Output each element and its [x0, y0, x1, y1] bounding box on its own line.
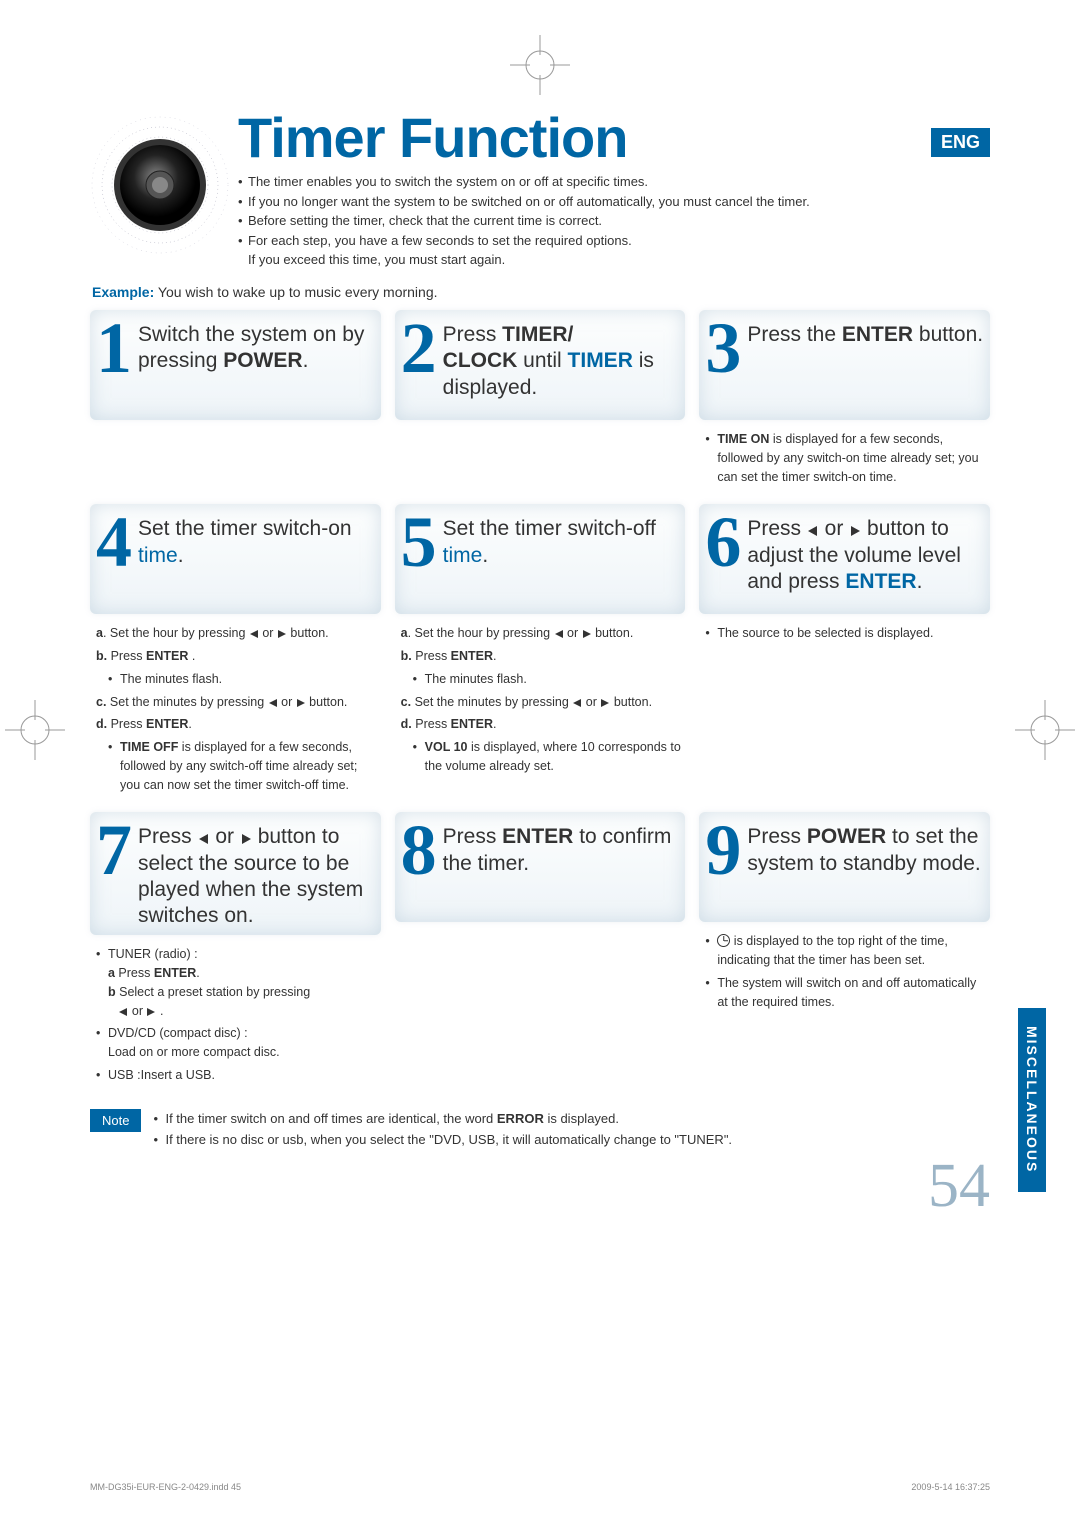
step-number: 7 [96, 820, 132, 881]
step-heading: Press ENTER to confirm the timer. [443, 820, 680, 877]
example-label: Example: [92, 284, 154, 300]
step-number: 6 [705, 512, 741, 573]
example-text: You wish to wake up to music every morni… [154, 284, 437, 300]
crop-mark-icon [510, 35, 570, 95]
step-1: 1Switch the system on by pressing POWER. [90, 310, 381, 494]
step-number: 9 [705, 820, 741, 881]
page-number: 54 [928, 1151, 990, 1222]
step-heading: Press the ENTER button. [747, 318, 983, 348]
step-heading: Press or button to select the source to … [138, 820, 375, 929]
step-detail: TUNER (radio) :a Press ENTER.b Select a … [90, 935, 381, 1092]
note-badge: Note [90, 1109, 141, 1132]
speaker-icon [90, 100, 230, 270]
page-title: Timer Function [238, 110, 990, 166]
step-detail: a. Set the hour by pressing or button.b.… [395, 614, 686, 783]
step-5: 5Set the timer switch-off time. a. Set th… [395, 504, 686, 802]
step-number: 2 [401, 318, 437, 379]
footer-timestamp: 2009-5-14 16:37:25 [911, 1482, 990, 1492]
example-line: Example: You wish to wake up to music ev… [92, 284, 990, 300]
step-number: 3 [705, 318, 741, 379]
language-badge: ENG [931, 128, 990, 157]
note-section: Note If the timer switch on and off time… [90, 1109, 990, 1152]
step-heading: Press POWER to set the system to standby… [747, 820, 984, 877]
step-number: 1 [96, 318, 132, 379]
step-heading: Switch the system on by pressing POWER. [138, 318, 375, 375]
step-heading: Set the timer switch-on time. [138, 512, 375, 569]
step-heading: Press or button to adjust the volume lev… [747, 512, 984, 595]
note-list: If the timer switch on and off times are… [153, 1109, 732, 1152]
step-6: 6Press or button to adjust the volume le… [699, 504, 990, 802]
crop-mark-icon [5, 700, 65, 760]
step-number: 4 [96, 512, 132, 573]
step-detail: a. Set the hour by pressing or button.b.… [90, 614, 381, 802]
step-8: 8Press ENTER to confirm the timer. [395, 812, 686, 1092]
step-detail: is displayed to the top right of the tim… [699, 922, 990, 1019]
step-9: 9Press POWER to set the system to standb… [699, 812, 990, 1092]
step-detail: The source to be selected is displayed. [699, 614, 990, 651]
step-2: 2Press TIMER/CLOCK until TIMER is displa… [395, 310, 686, 494]
steps-grid: 1Switch the system on by pressing POWER.… [90, 310, 990, 1093]
step-7: 7Press or button to select the source to… [90, 812, 381, 1092]
step-number: 8 [401, 820, 437, 881]
section-tab: MISCELLANEOUS [1018, 1008, 1046, 1191]
step-heading: Set the timer switch-off time. [443, 512, 680, 569]
crop-mark-icon [1015, 700, 1075, 760]
step-3: 3Press the ENTER button. TIME ON is displ… [699, 310, 990, 494]
footer-filename: MM-DG35i-EUR-ENG-2-0429.indd 45 [90, 1482, 241, 1492]
step-heading: Press TIMER/CLOCK until TIMER is display… [443, 318, 680, 401]
step-4: 4Set the timer switch-on time. a. Set the… [90, 504, 381, 802]
step-detail: TIME ON is displayed for a few seconds, … [699, 420, 990, 494]
step-number: 5 [401, 512, 437, 573]
intro-list: The timer enables you to switch the syst… [238, 172, 990, 270]
